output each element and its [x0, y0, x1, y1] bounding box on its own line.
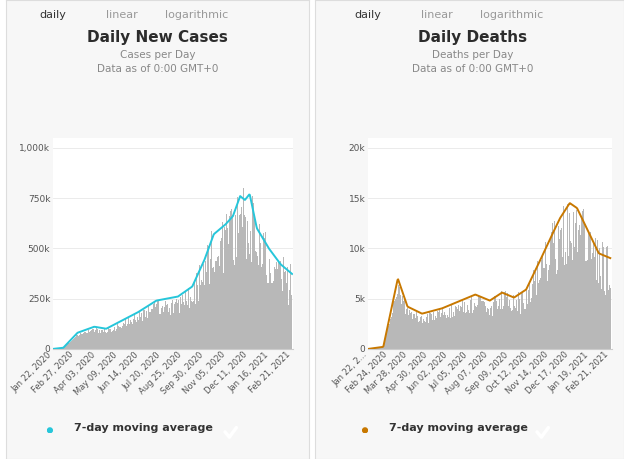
Text: 7-day moving average: 7-day moving average	[74, 423, 213, 433]
Text: logarithmic: logarithmic	[165, 10, 228, 20]
Text: linear: linear	[106, 10, 137, 20]
Text: linear: linear	[421, 10, 452, 20]
Text: 7-day moving average: 7-day moving average	[389, 423, 528, 433]
Text: daily: daily	[354, 10, 382, 20]
Text: Data as of 0:00 GMT+0: Data as of 0:00 GMT+0	[412, 64, 533, 74]
Text: Daily Deaths: Daily Deaths	[418, 30, 527, 45]
Text: Daily New Cases: Daily New Cases	[87, 30, 228, 45]
Text: Cases per Day: Cases per Day	[120, 50, 195, 61]
Text: Deaths per Day: Deaths per Day	[432, 50, 513, 61]
Text: Data as of 0:00 GMT+0: Data as of 0:00 GMT+0	[97, 64, 218, 74]
Text: daily: daily	[39, 10, 67, 20]
Circle shape	[363, 428, 368, 433]
Circle shape	[47, 428, 52, 433]
Text: logarithmic: logarithmic	[480, 10, 544, 20]
